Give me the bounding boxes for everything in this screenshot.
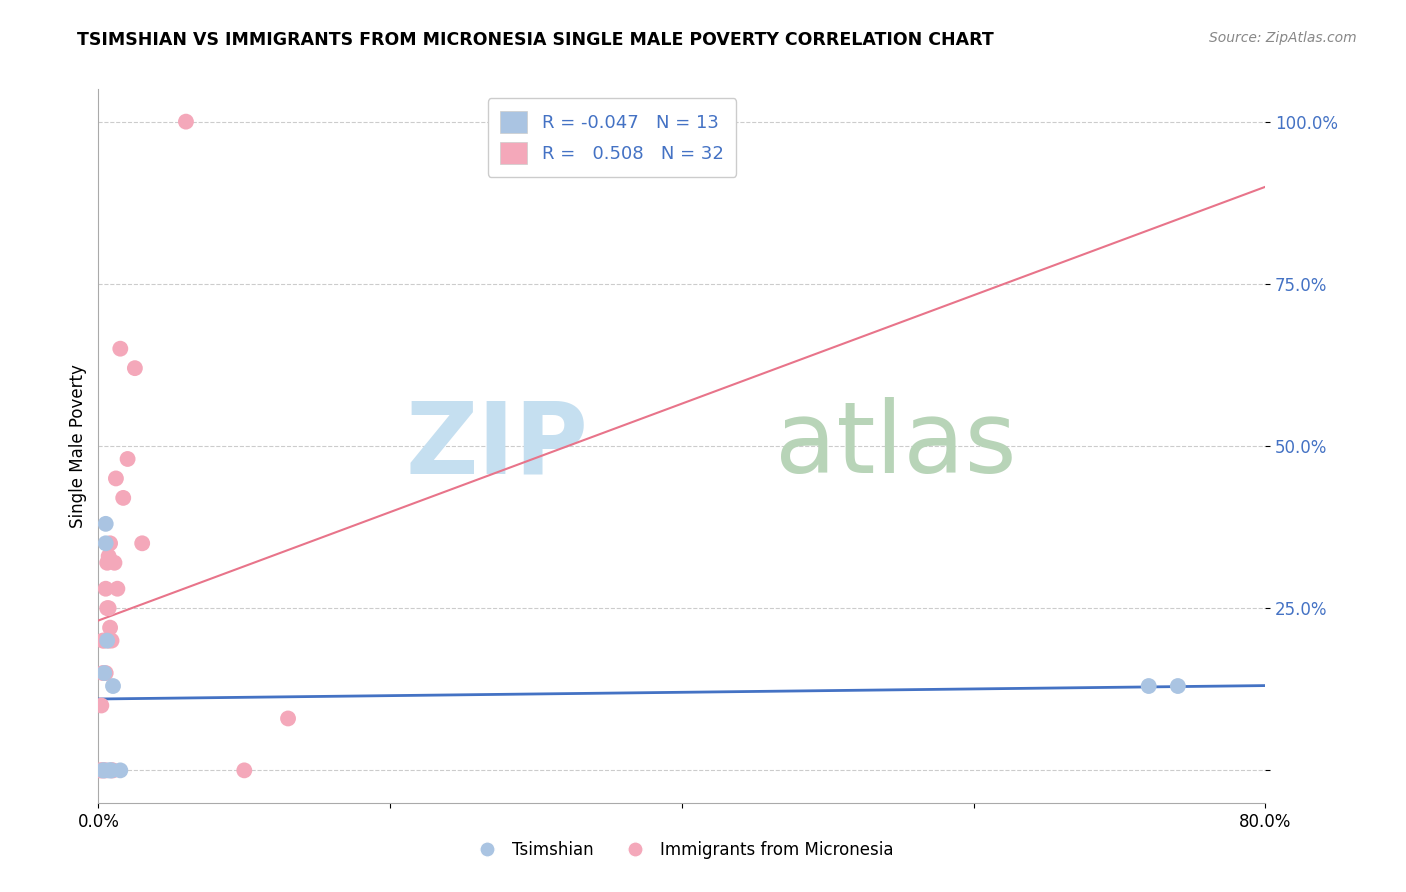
Point: [93, 764, 115, 778]
Point: [91, 633, 114, 648]
Point: [110, 764, 132, 778]
Y-axis label: Single Male Poverty: Single Male Poverty: [69, 364, 87, 528]
Point: [98, 764, 121, 778]
Text: Source: ZipAtlas.com: Source: ZipAtlas.com: [1209, 31, 1357, 45]
Point: [94, 536, 117, 550]
Point: [101, 764, 124, 778]
Text: ZIP: ZIP: [406, 398, 589, 494]
Text: atlas: atlas: [775, 398, 1017, 494]
Point: [91, 666, 114, 681]
Point: [277, 711, 299, 725]
Point: [98, 536, 121, 550]
Point: [112, 491, 135, 505]
Point: [93, 666, 115, 681]
Point: [96, 601, 118, 615]
Point: [97, 633, 120, 648]
Point: [1167, 679, 1189, 693]
Point: [89, 764, 111, 778]
Point: [103, 556, 125, 570]
Point: [90, 764, 112, 778]
Point: [233, 764, 256, 778]
Point: [105, 582, 128, 596]
Point: [97, 549, 120, 564]
Point: [97, 601, 120, 615]
Point: [93, 633, 115, 648]
Point: [91, 764, 114, 778]
Point: [96, 633, 118, 648]
Legend: Tsimshian, Immigrants from Micronesia: Tsimshian, Immigrants from Micronesia: [464, 835, 900, 866]
Point: [94, 666, 117, 681]
Point: [96, 556, 118, 570]
Point: [94, 764, 117, 778]
Point: [104, 471, 127, 485]
Point: [100, 764, 122, 778]
Point: [93, 764, 115, 778]
Point: [124, 361, 146, 376]
Point: [91, 764, 114, 778]
Point: [174, 114, 197, 128]
Text: TSIMSHIAN VS IMMIGRANTS FROM MICRONESIA SINGLE MALE POVERTY CORRELATION CHART: TSIMSHIAN VS IMMIGRANTS FROM MICRONESIA …: [77, 31, 994, 49]
Point: [94, 582, 117, 596]
Point: [100, 764, 122, 778]
Point: [101, 679, 124, 693]
Point: [100, 633, 122, 648]
Point: [97, 764, 120, 778]
Point: [1137, 679, 1160, 693]
Point: [94, 516, 117, 531]
Point: [117, 452, 139, 467]
Point: [110, 342, 132, 356]
Point: [131, 536, 153, 550]
Point: [90, 698, 112, 713]
Point: [98, 621, 121, 635]
